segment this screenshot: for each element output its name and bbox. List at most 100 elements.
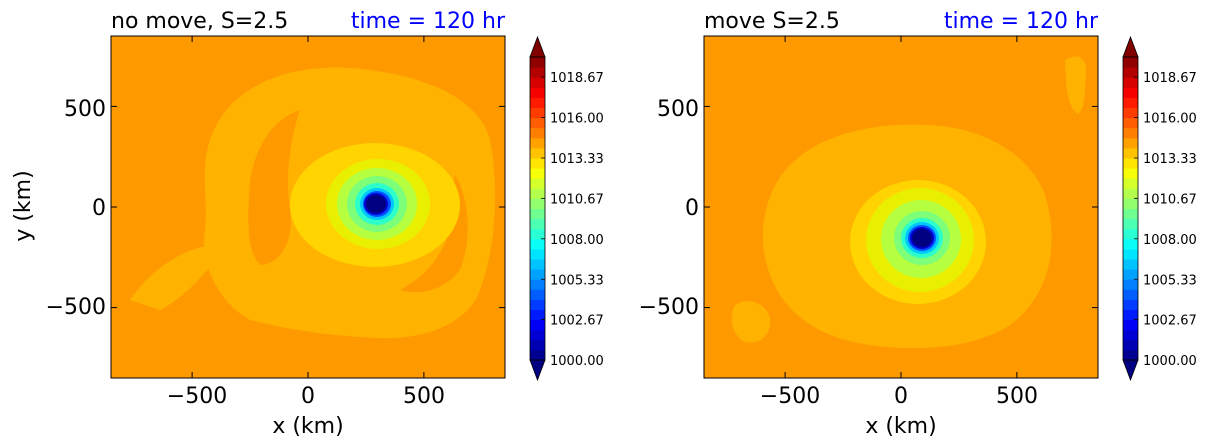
inner-arc-left — [248, 110, 300, 265]
colorbar-segment — [530, 107, 545, 119]
colorbar-segment — [530, 319, 545, 331]
colorbar-frame — [529, 56, 546, 361]
colorbar-segment — [530, 339, 545, 351]
colorbar-segment — [1123, 127, 1138, 139]
colorbar-segment — [1123, 248, 1138, 260]
colorbar-segment — [530, 147, 545, 159]
colorbar-segment — [1123, 57, 1138, 68]
field-left — [111, 36, 505, 378]
colorbar-segment — [1123, 329, 1138, 341]
colorbar-segment — [530, 208, 545, 220]
colorbar-segment — [1123, 178, 1138, 189]
colorbar-segment — [530, 259, 545, 270]
colorbar-segment — [1123, 349, 1138, 361]
colorbar-segment — [1123, 238, 1138, 250]
colorbar-tick-label-right-7: 1018.67 — [1143, 71, 1197, 86]
panel-right: −500 0 500 −500 0 500 x (km) move S=2.5 … — [639, 9, 1099, 439]
colorbar-segment — [530, 218, 545, 230]
colorbar-extend-min — [1122, 359, 1139, 382]
colorbar-tick-label-left-4: 1010.67 — [550, 192, 604, 207]
colorbar-extend-max — [529, 35, 546, 58]
colorbar-segment — [1123, 198, 1138, 209]
far-patch-2 — [731, 301, 771, 343]
colorbar-frame — [1122, 56, 1139, 361]
colorbar-left: 1000.00 1002.67 1005.33 1008.00 1010.67 1013.… — [529, 35, 604, 382]
colorbar-tick-label-right-2: 1005.33 — [1143, 273, 1197, 288]
ytick-label-right-0: −500 — [639, 295, 699, 320]
colorbar-segment — [530, 349, 545, 361]
colorbar-tick-label-right-4: 1010.67 — [1143, 192, 1197, 207]
colorbar-segment — [530, 158, 545, 169]
colorbar-segment — [1123, 228, 1138, 240]
title-right-panel: move S=2.5 — [704, 9, 840, 34]
storm-center — [366, 195, 386, 213]
colorbar-segment — [1123, 289, 1138, 300]
ticks-right — [704, 36, 1098, 378]
ytick-label-left-0: −500 — [46, 295, 106, 320]
colorbar-tick-label-left-0: 1000.00 — [550, 354, 604, 369]
colorbar-segment — [530, 198, 545, 209]
colorbar-tick-label-right-0: 1000.00 — [1143, 354, 1197, 369]
colorbar-segment — [1123, 168, 1138, 179]
colorbar-segment — [530, 238, 545, 250]
colorbar-segment — [530, 309, 545, 321]
colorbar-tick-label-right-1: 1002.67 — [1143, 314, 1197, 329]
colorbar-segment — [530, 269, 545, 280]
colorbar-segment — [530, 77, 545, 88]
colorbar-segment — [530, 87, 545, 98]
colorbar-extend-max — [1122, 35, 1139, 58]
colorbar-segment — [1123, 309, 1138, 321]
xtick-label-left-2: 500 — [403, 384, 445, 409]
colorbar-segment — [530, 127, 545, 139]
colorbar-segment — [1123, 339, 1138, 351]
colorbar-segment — [1123, 208, 1138, 220]
xtick-label-right-0: −500 — [760, 384, 820, 409]
colorbar-segment — [1123, 67, 1138, 78]
colorbar-segment — [530, 248, 545, 260]
ytick-label-left-1: 0 — [92, 196, 106, 221]
colorbar-tick-label-right-6: 1016.00 — [1143, 112, 1197, 127]
colorbar-segment — [1123, 259, 1138, 270]
colorbar-tick-label-right-5: 1013.33 — [1143, 152, 1197, 167]
far-patch — [1065, 56, 1087, 114]
xtick-label-left-1: 0 — [301, 384, 315, 409]
panel-left: −500 0 500 −500 0 500 x (km) y (km) no m… — [11, 9, 506, 439]
xtick-label-right-1: 0 — [894, 384, 908, 409]
storm-center — [912, 229, 932, 247]
xtick-label-right-2: 500 — [996, 384, 1038, 409]
colorbar-segment — [1123, 97, 1138, 108]
title-time-right: time = 120 hr — [944, 9, 1099, 34]
colorbar-segment — [530, 329, 545, 341]
ylabel-left: y (km) — [11, 170, 36, 241]
colorbar-segment — [1123, 147, 1138, 159]
left-band — [130, 244, 230, 310]
colorbar-segment — [1123, 218, 1138, 230]
xlabel-right: x (km) — [865, 414, 936, 439]
colorbar-segment — [1123, 107, 1138, 119]
colorbar-segment — [530, 289, 545, 300]
colorbar-tick-label-right-3: 1008.00 — [1143, 233, 1197, 248]
colorbar-segment — [530, 168, 545, 179]
colorbar-segment — [1123, 87, 1138, 98]
colorbar-segment — [530, 97, 545, 108]
colorbar-tick-label-left-3: 1008.00 — [550, 233, 604, 248]
colorbar-tick-label-left-6: 1016.00 — [550, 112, 604, 127]
colorbar-segment — [1123, 319, 1138, 331]
colorbar-tick-label-left-5: 1013.33 — [550, 152, 604, 167]
colorbar-segment — [1123, 279, 1138, 290]
colorbar-segment — [530, 228, 545, 240]
colorbar-segment — [1123, 137, 1138, 149]
colorbar-segment — [1123, 117, 1138, 129]
colorbar-segment — [1123, 77, 1138, 88]
colorbar-segment — [530, 188, 545, 199]
colorbar-segment — [1123, 269, 1138, 280]
ytick-label-right-2: 500 — [657, 97, 699, 122]
colorbar-tick-label-left-7: 1018.67 — [550, 71, 604, 86]
colorbar-segment — [530, 178, 545, 189]
colorbar-segment — [530, 137, 545, 149]
ytick-label-right-1: 0 — [685, 196, 699, 221]
colorbar-segment — [530, 299, 545, 310]
colorbar-segment — [1123, 299, 1138, 310]
title-right-left: time = 120 hr — [351, 9, 506, 34]
title-left: no move, S=2.5 — [111, 9, 288, 34]
